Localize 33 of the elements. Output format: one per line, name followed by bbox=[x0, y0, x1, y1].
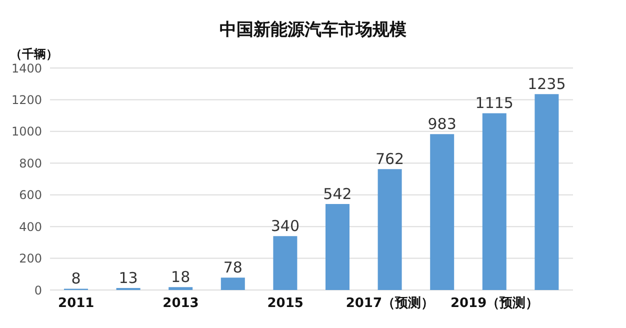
data-label: 542 bbox=[323, 185, 352, 204]
data-label: 762 bbox=[375, 150, 404, 168]
data-label: 983 bbox=[428, 115, 456, 134]
y-tick-label: 800 bbox=[19, 156, 42, 170]
data-label: 18 bbox=[171, 268, 190, 286]
data-label: 8 bbox=[71, 270, 81, 288]
bar bbox=[378, 169, 402, 290]
y-axis-title: （千辆） bbox=[10, 46, 58, 63]
x-tick-label: 2011 bbox=[58, 296, 94, 312]
chart-title: 中国新能源汽车市场规模 bbox=[218, 19, 408, 41]
bar bbox=[534, 94, 559, 290]
bar bbox=[326, 204, 350, 290]
bar bbox=[273, 236, 298, 290]
x-tick-label: 2019（预测） bbox=[450, 296, 539, 312]
data-label: 1115 bbox=[475, 94, 514, 112]
y-tick-label: 1000 bbox=[11, 124, 42, 139]
data-label: 78 bbox=[223, 258, 242, 277]
y-tick-label: 200 bbox=[19, 252, 42, 266]
x-tick-label: 2017（预测） bbox=[346, 296, 434, 312]
x-tick-label: 2015 bbox=[267, 296, 304, 312]
y-tick-label: 400 bbox=[19, 220, 42, 234]
y-tick-label: 0 bbox=[34, 283, 42, 298]
data-label: 340 bbox=[270, 217, 300, 236]
x-tick-label: 2013 bbox=[162, 296, 199, 312]
y-tick-label: 600 bbox=[19, 188, 42, 202]
data-label: 13 bbox=[118, 268, 138, 287]
bar bbox=[220, 278, 245, 290]
y-tick-label: 1200 bbox=[11, 92, 42, 107]
bar bbox=[430, 134, 454, 290]
bar bbox=[168, 287, 193, 290]
bar bbox=[482, 113, 506, 290]
y-tick-label: 1400 bbox=[11, 61, 42, 76]
data-label: 1235 bbox=[528, 75, 566, 94]
